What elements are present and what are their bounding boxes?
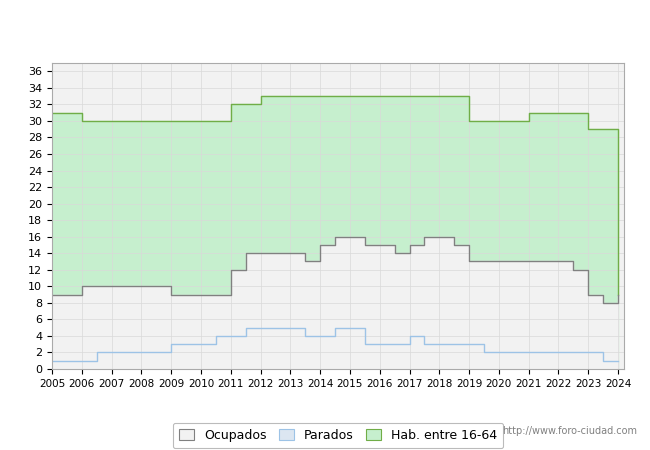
Text: http://www.foro-ciudad.com: http://www.foro-ciudad.com — [502, 427, 637, 436]
Text: Piqueras - Evolucion de la poblacion en edad de Trabajar Mayo de 2024: Piqueras - Evolucion de la poblacion en … — [63, 19, 587, 35]
Legend: Ocupados, Parados, Hab. entre 16-64: Ocupados, Parados, Hab. entre 16-64 — [172, 423, 504, 449]
